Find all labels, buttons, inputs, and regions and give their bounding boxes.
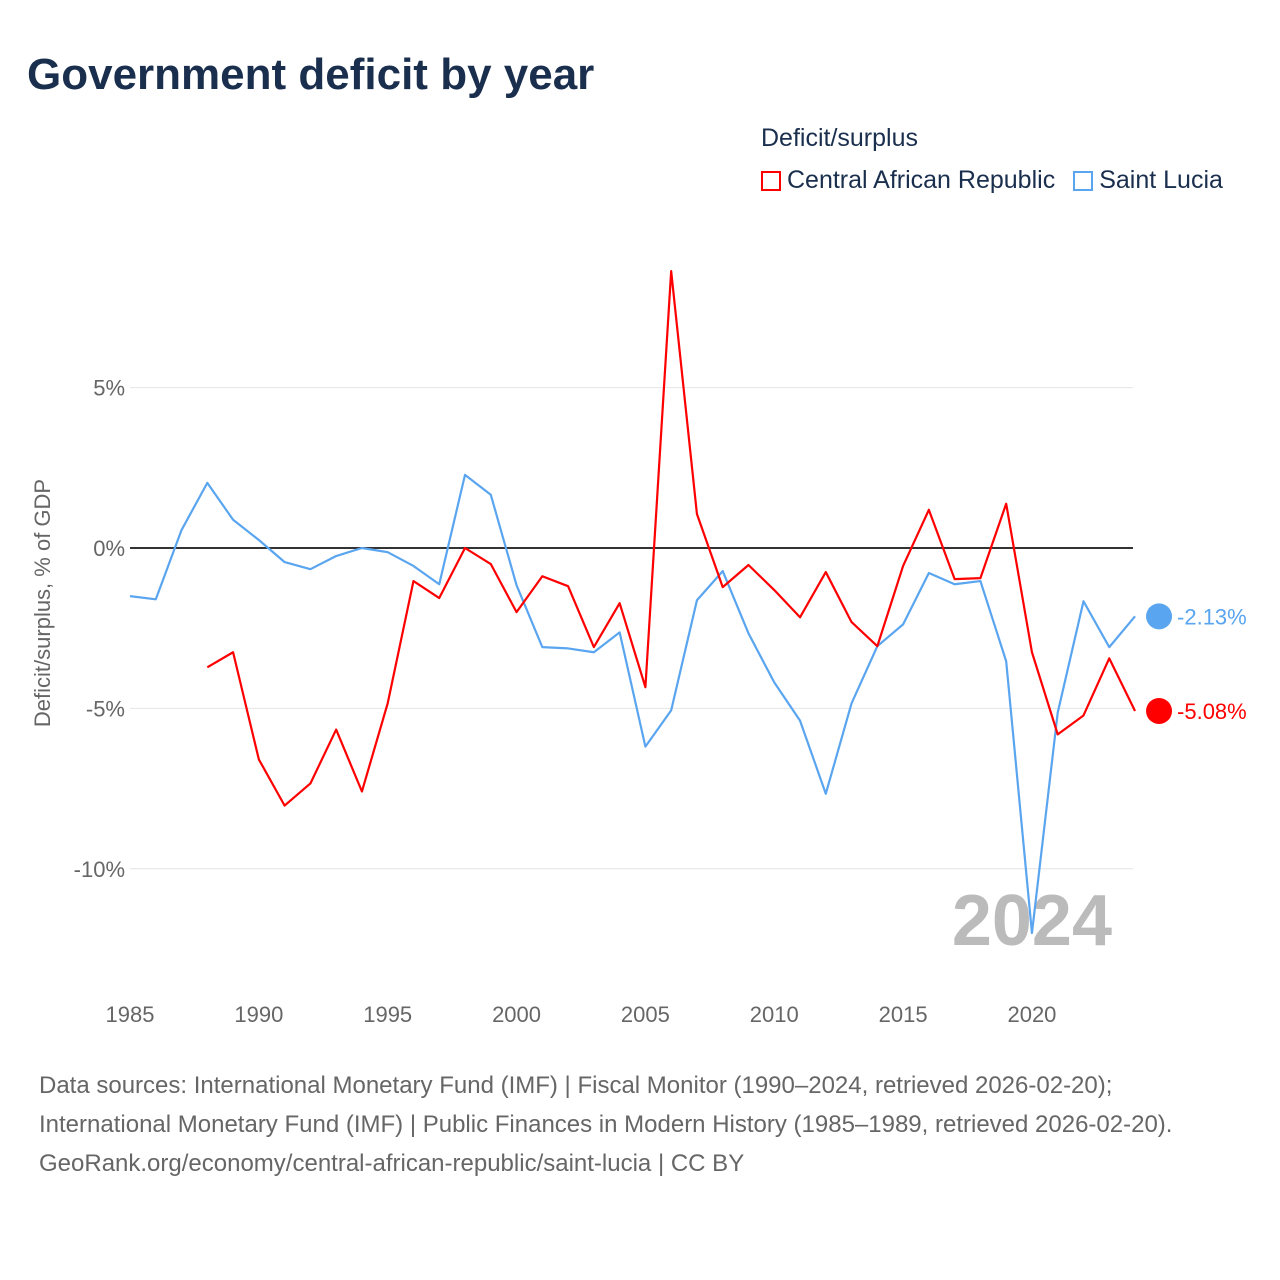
y-tick-label: 0%	[93, 536, 125, 561]
legend-label: Central African Republic	[787, 166, 1056, 194]
y-tick-label: -10%	[74, 857, 125, 882]
x-tick-label: 1995	[363, 1002, 412, 1027]
legend-label: Saint Lucia	[1099, 166, 1223, 194]
x-tick-label: 2020	[1007, 1002, 1056, 1027]
x-tick-label: 2005	[621, 1002, 670, 1027]
end-value-label: -2.13%	[1177, 604, 1247, 629]
y-tick-label: -5%	[86, 696, 125, 721]
flag-icon	[1146, 697, 1173, 724]
page-title: Government deficit by year	[27, 50, 595, 99]
credit: GeoRank.org/economy/central-african-repu…	[39, 1150, 745, 1177]
y-tick-label: 5%	[93, 376, 125, 401]
end-value-label: -5.08%	[1177, 699, 1247, 724]
x-tick-label: 2000	[492, 1002, 541, 1027]
y-axis-label: Deficit/surplus, % of GDP	[30, 479, 55, 727]
legend: Central African Republic Saint Lucia	[761, 166, 1223, 195]
flag-icon	[1146, 603, 1173, 630]
data-sources: Data sources: International Monetary Fun…	[39, 1072, 1173, 1138]
x-tick-label: 1990	[234, 1002, 283, 1027]
x-tick-label: 2010	[750, 1002, 799, 1027]
series-line-saint-lucia	[129, 473, 1136, 935]
legend-swatch	[1073, 170, 1094, 191]
legend-item-car[interactable]: Central African Republic	[761, 166, 1055, 195]
legend-item-saint-lucia[interactable]: Saint Lucia	[1073, 166, 1223, 195]
series-line-central-african-republic	[206, 270, 1137, 807]
legend-swatch	[761, 170, 781, 191]
legend-title: Deficit/surplus	[761, 124, 918, 152]
footer: Data sources: International Monetary Fun…	[39, 1066, 1239, 1183]
x-tick-label: 1985	[106, 1002, 155, 1027]
x-tick-label: 2015	[879, 1002, 928, 1027]
